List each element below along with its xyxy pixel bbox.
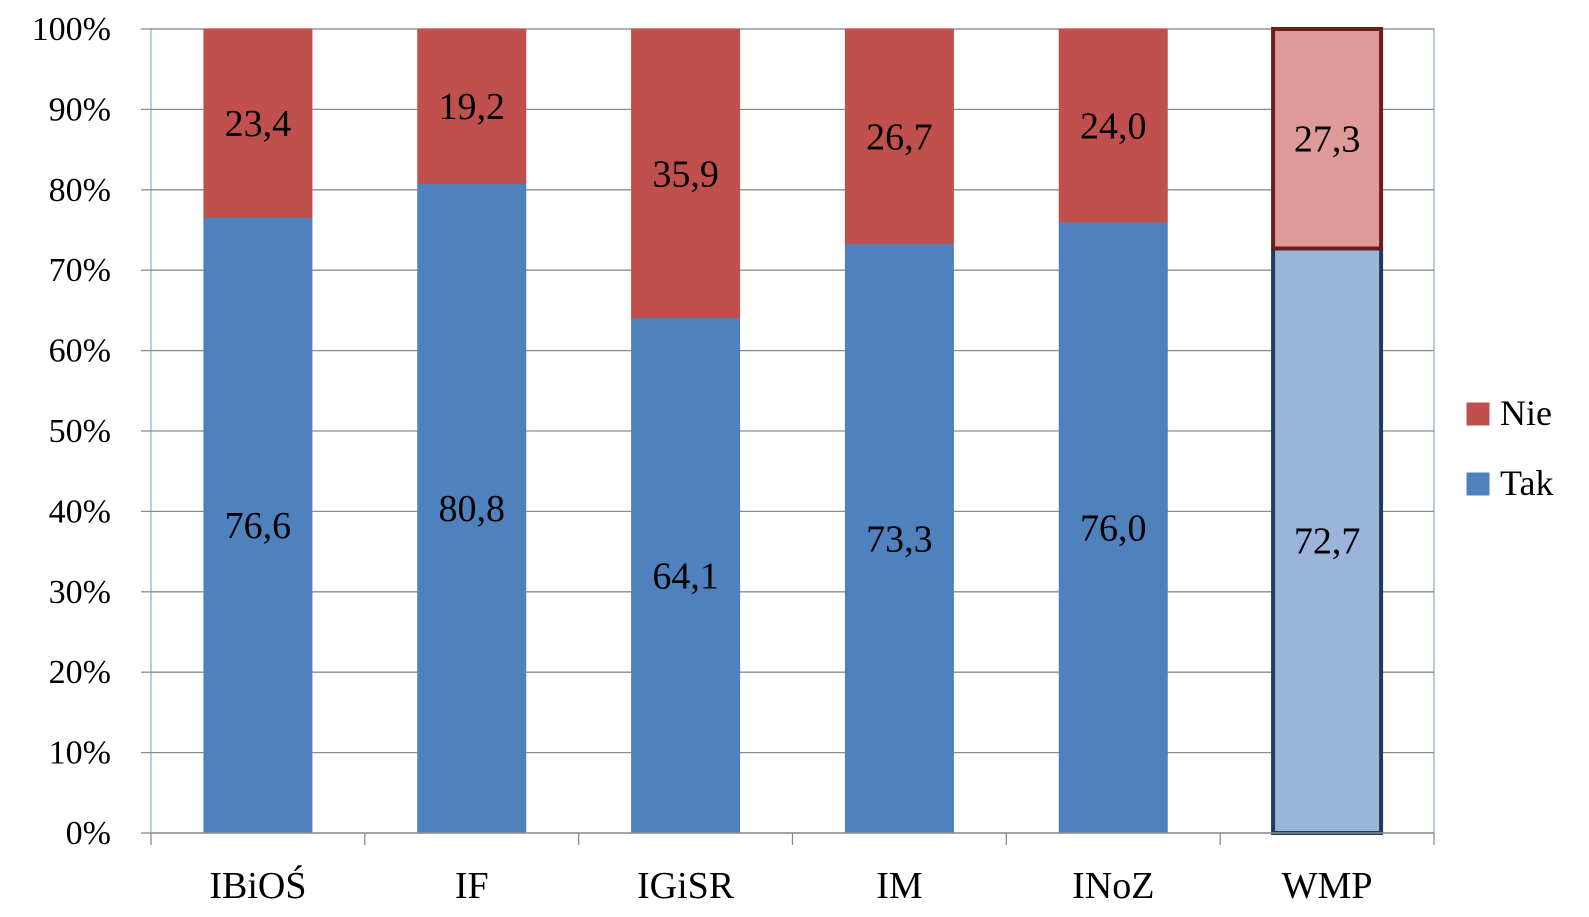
y-tick-label: 90% [49,91,111,128]
data-label-tak-0: 76,6 [225,505,292,547]
bar-tak-3 [844,243,954,834]
data-label-tak-1: 80,8 [439,488,506,530]
y-tick-label: 60% [49,333,111,370]
y-tick-label: 40% [49,493,111,530]
bar-nie-0 [203,28,313,218]
legend-swatch-tak [1465,471,1491,497]
data-label-nie-5: 27,3 [1294,119,1361,161]
legend-label-tak: Tak [1500,463,1553,503]
legend: Nie Tak [1465,393,1553,503]
axes: 0% 10% 20% 30% 40% 50% 60% 70% 80% 90% 100% IBiOŚ IF… [32,11,1435,907]
x-category-label: INoZ [1072,865,1154,907]
data-label-nie-2: 35,9 [652,153,719,195]
bar-tak-0 [203,216,313,834]
legend-swatch-nie [1465,401,1491,427]
y-tick-label: 30% [49,574,111,611]
bar-nie-1 [417,28,527,184]
bar-nie-3 [844,28,954,245]
bar-nie-2 [631,28,741,319]
y-tick-label: 100% [32,11,111,48]
bar-tak-5 [1271,246,1384,835]
x-category-label: WMP [1282,865,1373,907]
data-label-nie-0: 23,4 [225,103,292,145]
x-category-label: IM [876,865,922,907]
x-category-label: IGiSR [637,865,735,907]
bar-tak-4 [1058,221,1168,834]
y-tick-label: 0% [66,815,111,852]
bar-nie-4 [1058,28,1168,223]
data-label-tak-4: 76,0 [1080,507,1147,549]
data-label-nie-3: 26,7 [866,116,933,158]
grid-lines [150,28,1435,834]
data-label-tak-3: 73,3 [866,518,933,560]
y-tick-label: 80% [49,172,111,209]
data-label-nie-4: 24,0 [1080,105,1147,147]
y-tick-label: 50% [49,413,111,450]
bars [203,27,1384,835]
data-label-nie-1: 19,2 [439,86,506,128]
legend-label-nie: Nie [1500,393,1552,433]
x-category-label: IF [455,865,489,907]
x-category-label: IBiOŚ [209,865,306,907]
data-labels: 76,6 23,4 80,8 19,2 64,1 35,9 73,3 26,7 76,0 24,0… [225,86,1361,597]
bar-nie-5 [1271,27,1384,251]
bar-tak-2 [631,317,741,834]
y-tick-label: 70% [49,252,111,289]
bar-tak-1 [417,182,527,834]
y-tick-label: 20% [49,654,111,691]
y-tick-label: 10% [49,735,111,772]
data-label-tak-2: 64,1 [652,555,719,597]
data-label-tak-5: 72,7 [1294,521,1361,563]
